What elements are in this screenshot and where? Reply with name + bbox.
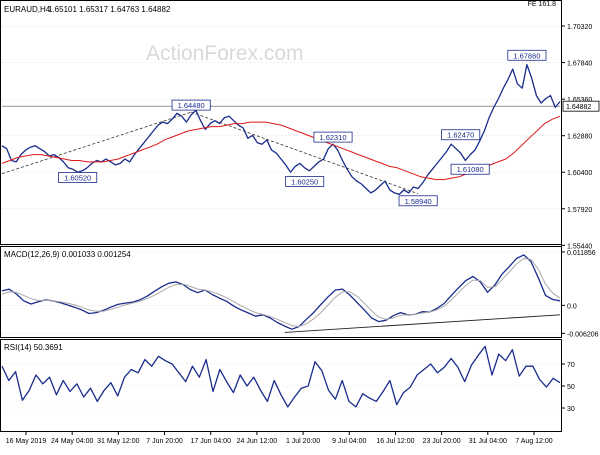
price-label-box [507,49,547,61]
macd-trendline [284,314,561,333]
x-tick-label: 24 Jun 12:00 [237,438,278,445]
price-label-box [450,163,490,175]
price-ohlc: 1.65101 1.65317 1.64763 1.64882 [48,5,171,14]
y-tick-label: 1.65360 [567,97,592,104]
trendline [1,111,192,175]
price-label: 1.62470 [447,131,474,140]
price-label: 1.67860 [513,51,540,60]
rsi-title: RSI(14) 50.3691 [4,343,63,352]
macd-series-line [1,254,561,330]
y-tick-label: 50 [567,384,575,391]
price-label: 1.58940 [405,197,432,206]
price-label-box [171,99,211,111]
price-label: 1.60520 [64,173,91,182]
macd-title: MACD(12,26,9) 0.001033 0.001254 [4,250,131,259]
x-tick-label: 31 May 12:00 [97,438,140,445]
top-right-label: FE 161.8 [528,1,557,8]
y-tick-label: 0.0 [567,303,577,310]
price-label-box [285,176,325,187]
rsi-series [1,345,561,408]
macd-panel-frame [0,246,562,338]
trendline [191,111,419,195]
rsi-grid [2,363,560,409]
x-tick-label: 31 Jul 04:00 [469,438,507,445]
x-tick-label: 16 May 2019 [6,438,47,445]
last-price-label: 1.64882 [566,104,591,111]
rsi-y-axis: 70 50 30 [561,362,575,413]
x-tick-label: 7 Jun 20:00 [146,438,183,445]
price-label: 1.60250 [291,177,318,186]
x-tick-label: 9 Jul 04:00 [332,438,366,445]
price-label: 1.62310 [319,133,346,142]
y-tick-label: -0.006206 [567,331,599,338]
y-tick-label: 1.55440 [567,243,592,250]
y-tick-label: 1.62880 [567,134,592,141]
price-label-box [441,129,481,141]
price-label-box [58,172,98,183]
price-label: 1.61080 [457,165,484,174]
price-grid [2,25,560,246]
y-tick-label: 1.67840 [567,61,592,68]
y-tick-label: 0.011856 [567,250,596,257]
price-y-axis: 1.70320 1.67840 1.65360 1.62880 1.60400 1.579… [561,24,600,250]
rsi-panel-frame [0,339,562,432]
price-labels: 1.64480 1.60520 1.62310 1.60250 1.58940 1.624… [58,49,547,207]
macd-grid [2,251,560,334]
macd-series [1,254,561,333]
macd-y-axis: 0.011856 0.0 -0.006206 [561,250,599,338]
price-title: EURAUD,H4 [4,5,51,14]
x-axis: 16 May 2019 24 May 04:00 31 May 12:00 7 Jun… [6,431,553,445]
x-tick-label: 17 Jun 04:00 [190,438,231,445]
macd-series-line [1,258,561,327]
x-tick-label: 7 Aug 12:00 [515,438,552,445]
y-tick-label: 30 [567,406,575,413]
x-tick-label: 1 Jul 20:00 [286,438,320,445]
rsi-series-line [1,345,561,408]
y-tick-label: 1.60400 [567,170,592,177]
price-label: 1.64480 [178,101,205,110]
price-trendlines [1,105,560,195]
x-tick-label: 24 May 04:00 [51,438,94,445]
watermark: ActionForex.com [146,42,304,65]
y-tick-label: 70 [567,362,575,369]
y-tick-label: 1.57920 [567,207,592,214]
price-label-box [313,131,353,143]
last-price-box [562,100,600,112]
price-panel-frame [0,0,562,245]
x-tick-label: 23 Jul 20:00 [423,438,461,445]
x-tick-label: 16 Jul 12:00 [376,438,414,445]
y-tick-label: 1.70320 [567,24,592,31]
price-label-box [398,195,438,207]
